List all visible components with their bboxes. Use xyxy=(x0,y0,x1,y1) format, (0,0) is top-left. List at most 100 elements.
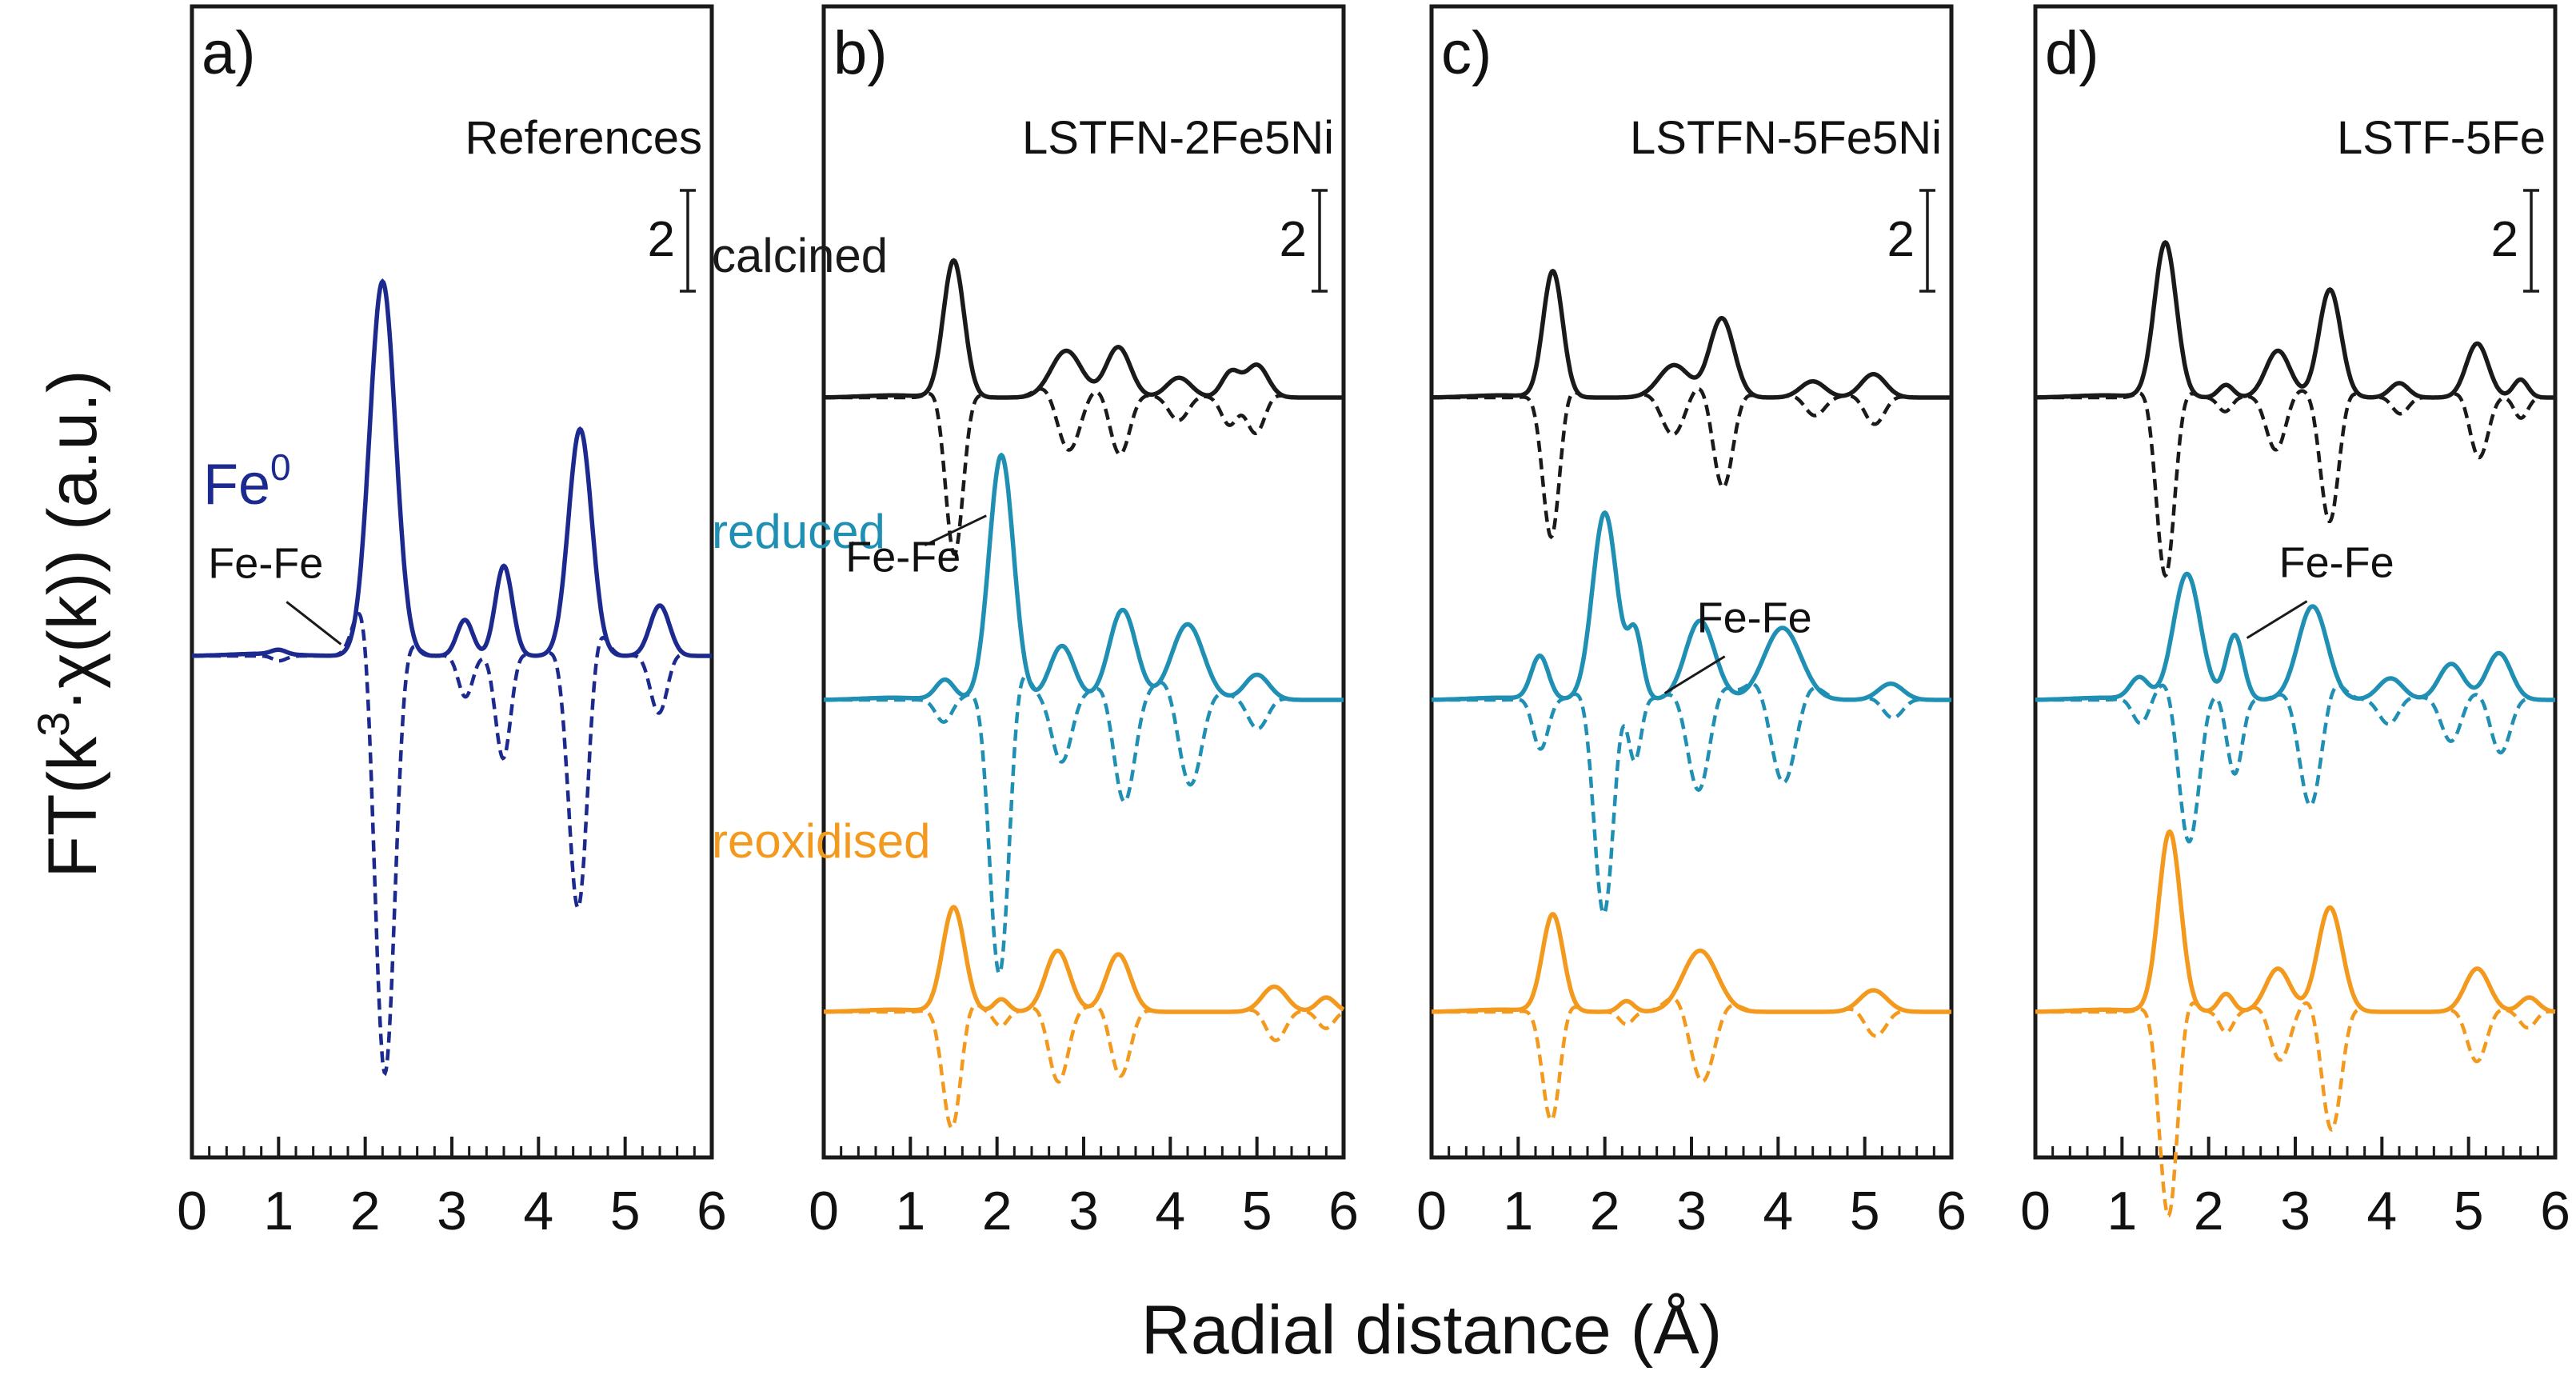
panel-label: a) xyxy=(202,19,256,87)
series-calcined xyxy=(824,258,1344,557)
fe0-text: Fe xyxy=(203,453,270,517)
scale-bar-label: 2 xyxy=(2491,212,2518,267)
y-axis-label: FT(k3·χ(k)) (a.u.) xyxy=(28,370,111,877)
scale-bar: 2 xyxy=(1887,189,1935,293)
series-reoxidised xyxy=(2035,829,2556,1217)
series-imaginary-line xyxy=(2035,683,2555,844)
series-reoxidised xyxy=(1432,912,1951,1123)
series-reduced xyxy=(2035,571,2555,844)
row-label-reduced: reduced xyxy=(712,505,885,558)
series-Fe0: Fe0 Fe-Fe xyxy=(192,278,712,1077)
annotation-leader xyxy=(2246,600,2308,639)
x-tick-label: 1 xyxy=(263,1181,294,1241)
annotation-fe-fe: Fe-Fe xyxy=(845,514,987,582)
x-tick-label: 6 xyxy=(697,1181,727,1241)
x-tick-label: 5 xyxy=(1850,1181,1880,1241)
annotation-text: Fe-Fe xyxy=(1697,594,1812,642)
x-tick-label: 0 xyxy=(1416,1181,1447,1241)
scale-bar-label: 2 xyxy=(648,212,675,267)
panel-title: References xyxy=(465,112,702,164)
annotation-leader xyxy=(924,514,987,547)
panel-label: d) xyxy=(2045,19,2099,87)
series-label-fe0: Fe0 xyxy=(203,446,291,517)
x-tick-label: 0 xyxy=(177,1181,207,1241)
scale-bar: 2 xyxy=(648,189,696,293)
x-tick-label: 0 xyxy=(809,1181,839,1241)
annotation-leader xyxy=(1663,655,1726,694)
x-tick-label: 1 xyxy=(2107,1181,2137,1241)
x-tick-label: 5 xyxy=(610,1181,641,1241)
annotation-fe-fe: Fe-Fe xyxy=(1663,594,1812,694)
panel-title: LSTF-5Fe xyxy=(2337,112,2546,164)
x-tick-label: 5 xyxy=(1242,1181,1272,1241)
x-tick-label: 6 xyxy=(2540,1181,2570,1241)
x-tick-label: 2 xyxy=(982,1181,1012,1241)
row-label-reoxidised: reoxidised xyxy=(712,814,931,868)
scale-bar: 2 xyxy=(1280,189,1328,293)
y-axis-label-suffix: ·χ(k)) (a.u.) xyxy=(34,370,111,711)
series-reoxidised xyxy=(824,905,1345,1130)
x-tick-label: 2 xyxy=(350,1181,381,1241)
x-tick-label: 3 xyxy=(1068,1181,1099,1241)
panel-title: LSTFN-2Fe5Ni xyxy=(1022,112,1334,164)
scale-bar-label: 2 xyxy=(1280,212,1307,267)
annotation-leader xyxy=(286,601,342,646)
annotation-fe-fe: Fe-Fe xyxy=(2246,539,2394,639)
y-axis-label-superscript: 3 xyxy=(28,712,78,737)
x-tick-label: 4 xyxy=(523,1181,553,1241)
panel-label: c) xyxy=(1441,19,1492,87)
x-tick-label: 3 xyxy=(1676,1181,1707,1241)
panel-1: 0 1 2 3 4 5 6b)LSTFN-2Fe5Ni2calcinedreducedreo… xyxy=(712,4,1359,1241)
panel-frame xyxy=(1429,4,1954,1160)
series-magnitude-line xyxy=(2035,829,2556,1014)
series-magnitude-line xyxy=(1432,510,1951,702)
series-magnitude-line xyxy=(1432,912,1951,1014)
x-tick-label: 2 xyxy=(1590,1181,1620,1241)
x-tick-label: 2 xyxy=(2194,1181,2224,1241)
series-imaginary-line xyxy=(1432,996,1951,1123)
x-tick-label: 4 xyxy=(2366,1181,2397,1241)
series-imaginary-line xyxy=(2035,1001,2556,1217)
annotation-text: Fe-Fe xyxy=(2279,539,2394,587)
panel-title: LSTFN-5Fe5Ni xyxy=(1630,112,1942,164)
series-magnitude-line xyxy=(192,278,712,658)
x-tick-label: 1 xyxy=(895,1181,925,1241)
series-imaginary-line xyxy=(824,674,1344,976)
series-magnitude-line xyxy=(2035,571,2555,702)
series-imaginary-line xyxy=(824,387,1344,557)
annotation-fe-fe: Fe-Fe xyxy=(208,539,323,587)
series-imaginary-line xyxy=(1432,386,1951,540)
x-tick-label: 6 xyxy=(1936,1181,1967,1241)
scale-bar-label: 2 xyxy=(1887,212,1915,267)
series-imaginary-line xyxy=(1432,682,1951,917)
series-magnitude-line xyxy=(824,452,1344,702)
series-imaginary-line xyxy=(824,1003,1344,1130)
x-tick-label: 5 xyxy=(2454,1181,2484,1241)
annotation-text: Fe-Fe xyxy=(845,534,961,582)
series-magnitude-line xyxy=(1432,268,1951,400)
scale-bar: 2 xyxy=(2491,189,2539,293)
series-imaginary-line xyxy=(192,611,712,1077)
y-axis-label-prefix: FT(k xyxy=(34,736,111,878)
x-axis-label: Radial distance (Å) xyxy=(1141,1292,1723,1369)
series-imaginary-line xyxy=(2035,389,2555,578)
series-magnitude-line xyxy=(824,258,1344,400)
series-magnitude-line xyxy=(824,905,1345,1014)
x-tick-label: 3 xyxy=(2280,1181,2310,1241)
fe0-superscript: 0 xyxy=(270,446,291,488)
x-tick-label: 0 xyxy=(2020,1181,2051,1241)
series-calcined xyxy=(1432,268,1951,540)
x-tick-label: 6 xyxy=(1328,1181,1359,1241)
x-tick-label: 3 xyxy=(437,1181,467,1241)
panel-label: b) xyxy=(833,19,888,87)
row-label-calcined: calcined xyxy=(712,229,888,282)
x-tick-label: 4 xyxy=(1763,1181,1793,1241)
panel-frame xyxy=(821,4,1346,1160)
x-tick-label: 1 xyxy=(1503,1181,1533,1241)
series-calcined xyxy=(2035,239,2555,578)
